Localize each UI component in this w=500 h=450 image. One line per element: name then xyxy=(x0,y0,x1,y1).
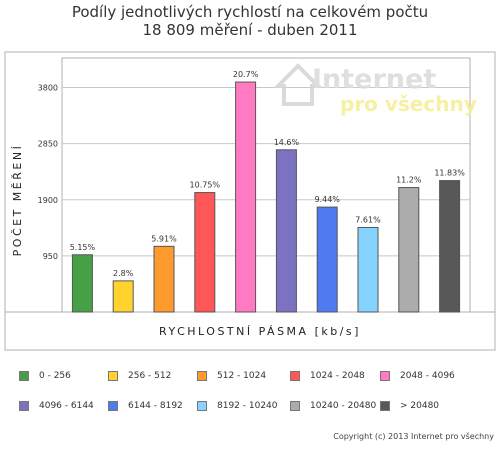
legend-swatch xyxy=(19,371,29,381)
y-axis-label: POČET MĚŘENÍ xyxy=(11,144,24,257)
legend-swatch xyxy=(380,371,390,381)
legend-label: 512 - 1024 xyxy=(217,371,267,381)
legend-swatch xyxy=(19,401,29,411)
legend-label: 10240 - 20480 xyxy=(310,401,377,411)
bar xyxy=(153,245,175,313)
legend-item: 6144 - 8192 xyxy=(108,399,183,413)
data-label: 20.7% xyxy=(233,70,259,79)
y-tick-label: 950 xyxy=(43,252,58,261)
x-axis-label: RYCHLOSTNÍ PÁSMA [kb/s] xyxy=(159,325,361,338)
legend-label: 4096 - 6144 xyxy=(39,401,94,411)
legend-swatch xyxy=(108,401,118,411)
legend-item: 512 - 1024 xyxy=(197,369,266,383)
data-label: 11.83% xyxy=(434,169,465,178)
copyright-text: Copyright (c) 2013 Internet pro všechny xyxy=(333,432,494,441)
bar xyxy=(194,192,216,313)
bar xyxy=(235,81,257,313)
data-label: 11.2% xyxy=(396,176,422,185)
data-label: 7.61% xyxy=(355,215,381,224)
legend-item: 2048 - 4096 xyxy=(380,369,455,383)
legend-label: 8192 - 10240 xyxy=(217,401,278,411)
bar xyxy=(275,149,297,313)
data-label: 2.8% xyxy=(113,269,134,278)
watermark-line2: pro všechny xyxy=(340,92,477,116)
bar xyxy=(357,226,379,313)
legend-item: 4096 - 6144 xyxy=(19,399,94,413)
y-tick-label: 2850 xyxy=(38,140,58,149)
legend-label: > 20480 xyxy=(400,401,440,411)
y-tick-label: 1900 xyxy=(38,196,58,205)
bar xyxy=(112,280,134,313)
legend-item: > 20480 xyxy=(380,399,439,413)
house-icon xyxy=(273,63,323,106)
data-label: 10.75% xyxy=(190,181,221,190)
legend-item: 8192 - 10240 xyxy=(197,399,278,413)
watermark-line1: Internet xyxy=(312,64,436,95)
legend-swatch xyxy=(108,371,118,381)
legend-item: 256 - 512 xyxy=(108,369,171,383)
data-label: 5.91% xyxy=(151,234,177,243)
legend-swatch xyxy=(380,401,390,411)
chart-title: Podíly jednotlivých rychlostí na celkové… xyxy=(71,3,429,21)
legend-label: 0 - 256 xyxy=(39,371,71,381)
legend-swatch xyxy=(290,371,300,381)
legend-label: 1024 - 2048 xyxy=(310,371,365,381)
bar xyxy=(71,254,93,313)
data-label: 5.15% xyxy=(70,243,96,252)
bar xyxy=(439,180,461,313)
chart-subtitle: 18 809 měření - duben 2011 xyxy=(142,21,358,39)
legend-item: 10240 - 20480 xyxy=(290,399,376,413)
data-label: 9.44% xyxy=(314,195,340,204)
legend-item: 0 - 256 xyxy=(19,369,71,383)
bar xyxy=(316,206,338,313)
legend-item: 1024 - 2048 xyxy=(290,369,365,383)
legend-label: 6144 - 8192 xyxy=(128,401,183,411)
legend-label: 256 - 512 xyxy=(128,371,172,381)
legend-label: 2048 - 4096 xyxy=(400,371,455,381)
legend-swatch xyxy=(197,401,207,411)
data-label: 14.6% xyxy=(274,138,300,147)
bar xyxy=(398,187,420,313)
legend-swatch xyxy=(197,371,207,381)
legend-swatch xyxy=(290,401,300,411)
y-tick-label: 3800 xyxy=(38,84,58,93)
watermark-logo: Internet pro všechny xyxy=(273,63,477,116)
